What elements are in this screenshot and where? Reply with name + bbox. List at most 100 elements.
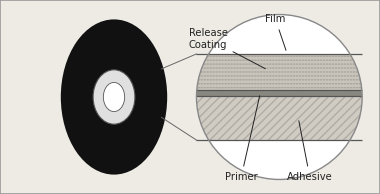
- Circle shape: [293, 56, 296, 57]
- Circle shape: [284, 83, 287, 84]
- Circle shape: [335, 67, 337, 69]
- Circle shape: [332, 79, 334, 81]
- Circle shape: [260, 56, 263, 57]
- Circle shape: [340, 56, 343, 57]
- Circle shape: [263, 87, 266, 88]
- Circle shape: [212, 67, 215, 69]
- Circle shape: [308, 60, 310, 61]
- Circle shape: [272, 79, 275, 81]
- Circle shape: [290, 67, 293, 69]
- Circle shape: [275, 75, 278, 77]
- Circle shape: [356, 87, 358, 88]
- Circle shape: [302, 60, 304, 61]
- Circle shape: [302, 87, 304, 88]
- Circle shape: [218, 56, 221, 57]
- Circle shape: [257, 79, 260, 81]
- Circle shape: [266, 75, 269, 77]
- Circle shape: [266, 56, 269, 57]
- Circle shape: [269, 79, 272, 81]
- Circle shape: [323, 60, 325, 61]
- Circle shape: [236, 56, 239, 57]
- Circle shape: [248, 60, 251, 61]
- Circle shape: [332, 56, 334, 57]
- Circle shape: [203, 75, 206, 77]
- Circle shape: [242, 63, 245, 65]
- Circle shape: [272, 56, 275, 57]
- Circle shape: [239, 63, 242, 65]
- Circle shape: [347, 71, 349, 73]
- Circle shape: [278, 63, 280, 65]
- Circle shape: [308, 56, 310, 57]
- Circle shape: [302, 75, 304, 77]
- Circle shape: [239, 75, 242, 77]
- Circle shape: [284, 75, 287, 77]
- Circle shape: [353, 87, 355, 88]
- Circle shape: [266, 63, 269, 65]
- Circle shape: [317, 83, 320, 84]
- Circle shape: [323, 63, 325, 65]
- Circle shape: [257, 60, 260, 61]
- Circle shape: [200, 87, 203, 88]
- Circle shape: [221, 56, 224, 57]
- Circle shape: [233, 56, 236, 57]
- Circle shape: [338, 67, 340, 69]
- Circle shape: [218, 75, 221, 77]
- Circle shape: [311, 63, 314, 65]
- Circle shape: [344, 71, 346, 73]
- Circle shape: [227, 75, 230, 77]
- Circle shape: [350, 87, 352, 88]
- Circle shape: [317, 79, 320, 81]
- Circle shape: [299, 71, 301, 73]
- Circle shape: [221, 71, 224, 73]
- Circle shape: [224, 83, 227, 84]
- Circle shape: [329, 60, 331, 61]
- Circle shape: [302, 79, 304, 81]
- Circle shape: [314, 71, 317, 73]
- Circle shape: [353, 83, 355, 84]
- Circle shape: [329, 79, 331, 81]
- Circle shape: [203, 67, 206, 69]
- Circle shape: [248, 87, 251, 88]
- Circle shape: [335, 75, 337, 77]
- Circle shape: [233, 71, 236, 73]
- Circle shape: [332, 60, 334, 61]
- Circle shape: [218, 67, 221, 69]
- Circle shape: [206, 60, 209, 61]
- Circle shape: [215, 71, 218, 73]
- Circle shape: [344, 56, 346, 57]
- Circle shape: [242, 83, 245, 84]
- Circle shape: [209, 71, 212, 73]
- Circle shape: [338, 56, 340, 57]
- Circle shape: [278, 60, 280, 61]
- Circle shape: [314, 83, 317, 84]
- Circle shape: [290, 60, 293, 61]
- Circle shape: [347, 63, 349, 65]
- Circle shape: [272, 83, 275, 84]
- Circle shape: [224, 87, 227, 88]
- Circle shape: [340, 79, 343, 81]
- Circle shape: [329, 63, 331, 65]
- Circle shape: [308, 79, 310, 81]
- Circle shape: [293, 75, 296, 77]
- Circle shape: [317, 67, 320, 69]
- Circle shape: [305, 75, 307, 77]
- Bar: [196, 15, 362, 54]
- Circle shape: [302, 63, 304, 65]
- Circle shape: [356, 75, 358, 77]
- Circle shape: [340, 63, 343, 65]
- Circle shape: [356, 63, 358, 65]
- Circle shape: [284, 67, 287, 69]
- Circle shape: [209, 79, 212, 81]
- Circle shape: [215, 83, 218, 84]
- Circle shape: [239, 71, 242, 73]
- Circle shape: [296, 87, 299, 88]
- Circle shape: [200, 83, 203, 84]
- Circle shape: [344, 87, 346, 88]
- Circle shape: [215, 87, 218, 88]
- Circle shape: [284, 56, 287, 57]
- Circle shape: [358, 60, 361, 61]
- Circle shape: [263, 79, 266, 81]
- Circle shape: [260, 75, 263, 77]
- Circle shape: [299, 56, 301, 57]
- Circle shape: [233, 79, 236, 81]
